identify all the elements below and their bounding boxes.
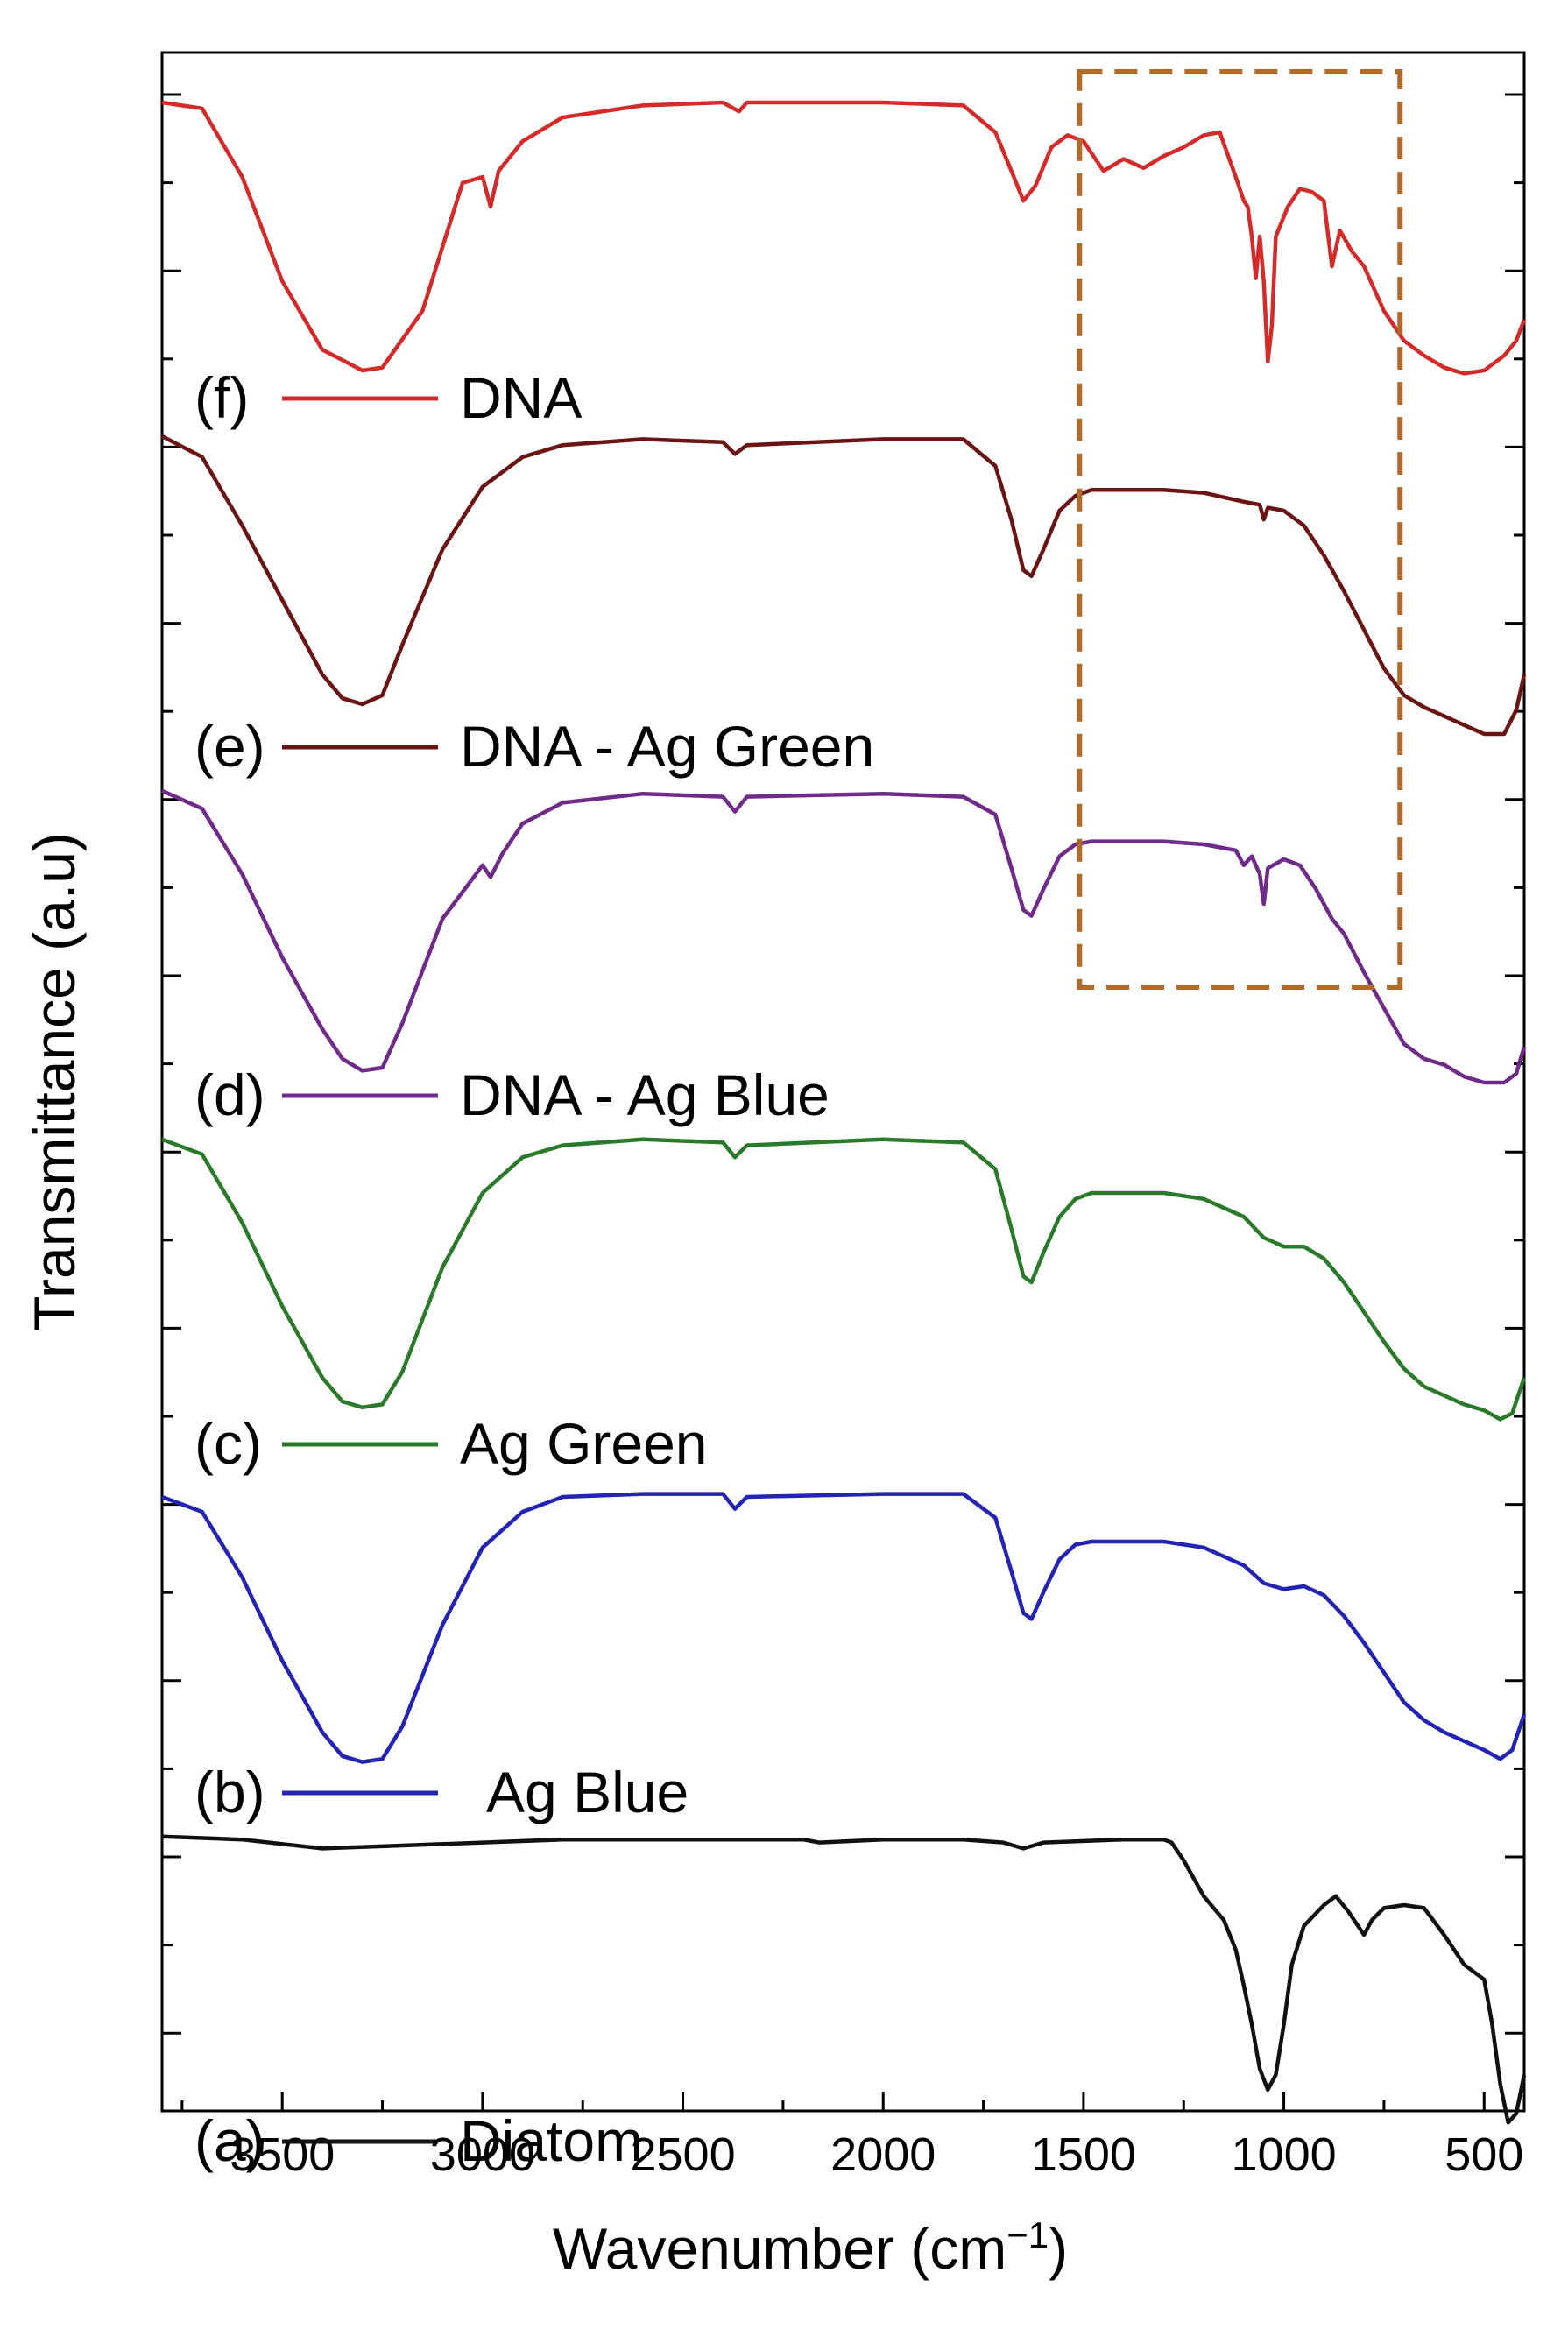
- series-line-dna-ag-green: [160, 434, 1527, 737]
- legend-label: DNA: [460, 365, 582, 430]
- legend-label: Ag Green: [460, 1411, 708, 1476]
- legend-label: DNA - Ag Blue: [460, 1062, 830, 1127]
- series-line-diatom: [161, 1834, 1527, 2125]
- legend-label: Ag Blue: [486, 1760, 689, 1824]
- legend-tag: (c): [194, 1411, 262, 1476]
- x-axis-title: Wavenumber (cm−1): [553, 2214, 1068, 2281]
- x-axis-title-close: ): [1049, 2216, 1068, 2281]
- x-tick-label: 3500: [230, 2128, 335, 2181]
- y-axis-title: Transmittance (a.u): [22, 832, 87, 1331]
- x-tick-label: 2000: [830, 2128, 936, 2181]
- legend-tag: (f): [194, 365, 249, 430]
- series-line-dna: [161, 100, 1527, 376]
- y-axis-ticks: [162, 93, 1524, 2035]
- legend-label: DNA - Ag Green: [460, 714, 874, 779]
- legend-tag: (e): [194, 714, 265, 779]
- x-axis-title-superscript: −1: [1006, 2214, 1049, 2255]
- series-layer: [160, 100, 1527, 2125]
- legend-tag: (b): [194, 1760, 265, 1824]
- series-line-ag-green: [161, 1137, 1527, 1422]
- x-tick-label: 2500: [630, 2128, 735, 2181]
- legend-tag: (d): [194, 1062, 265, 1127]
- x-tick-label: 3000: [430, 2128, 535, 2181]
- plot-frame: [160, 51, 1526, 2113]
- legend-layer: (f) DNA (e) DNA - Ag Green (d) DNA - Ag Blue (…: [194, 365, 874, 2173]
- series-line-dna-ag-blue: [161, 788, 1527, 1085]
- legend-tag: (a): [194, 2108, 265, 2173]
- x-tick-label: 1500: [1031, 2128, 1136, 2181]
- highlight-box: [1077, 69, 1403, 990]
- series-line-ag-blue: [161, 1492, 1527, 1764]
- legend-label: Diatom: [460, 2108, 643, 2173]
- x-axis-ticks: 3500 3000 2500 2000 1500 1000 500: [180, 2092, 1523, 2181]
- x-tick-label: 1000: [1232, 2128, 1337, 2181]
- x-tick-label: 500: [1444, 2128, 1523, 2181]
